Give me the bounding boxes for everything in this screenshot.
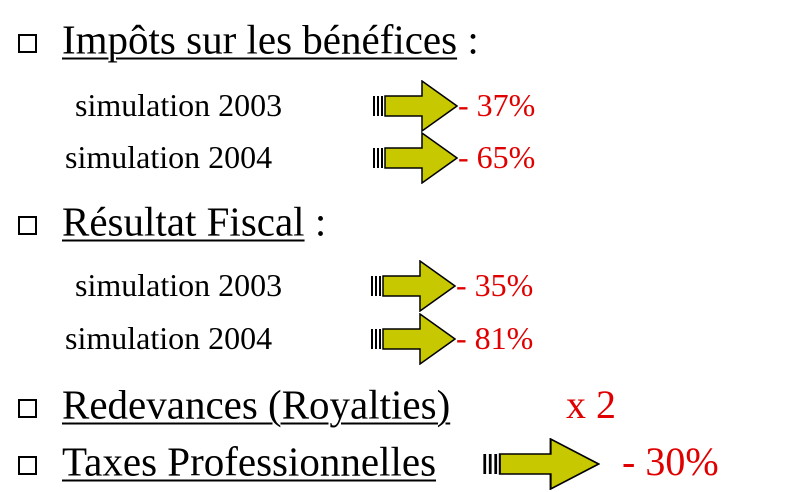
heading-text: Résultat Fiscal [62,198,305,245]
arrow [372,132,458,184]
heading-text: Impôts sur les bénéfices [62,16,458,63]
row-label: simulation 2003 [75,267,283,303]
bullet [18,399,37,418]
separator: : [314,198,327,245]
row-label: simulation 2004 [65,320,273,356]
separator: : [467,16,479,63]
heading: Résultat Fiscal : [62,198,327,245]
arrow [370,260,456,312]
row-label: simulation 2003 [75,87,283,123]
arrow [372,80,458,132]
row-value: - 35% [456,267,534,303]
bullet [18,456,37,475]
bullet [18,34,37,53]
arrow [370,313,456,365]
row-value: - 65% [458,139,536,175]
heading: Redevances (Royalties) [62,381,451,428]
bullet [18,216,37,235]
heading: Taxes Professionnelles [62,438,437,485]
heading-text: Taxes Professionnelles [62,438,437,485]
row-value: - 37% [458,87,536,123]
item-value: x 2 [566,382,616,427]
row-label: simulation 2004 [65,139,273,175]
row-value: - 81% [456,320,534,356]
heading: Impôts sur les bénéfices : [62,16,479,63]
item-value: - 30% [622,439,719,484]
heading-text: Redevances (Royalties) [62,381,451,428]
arrow [482,438,600,490]
